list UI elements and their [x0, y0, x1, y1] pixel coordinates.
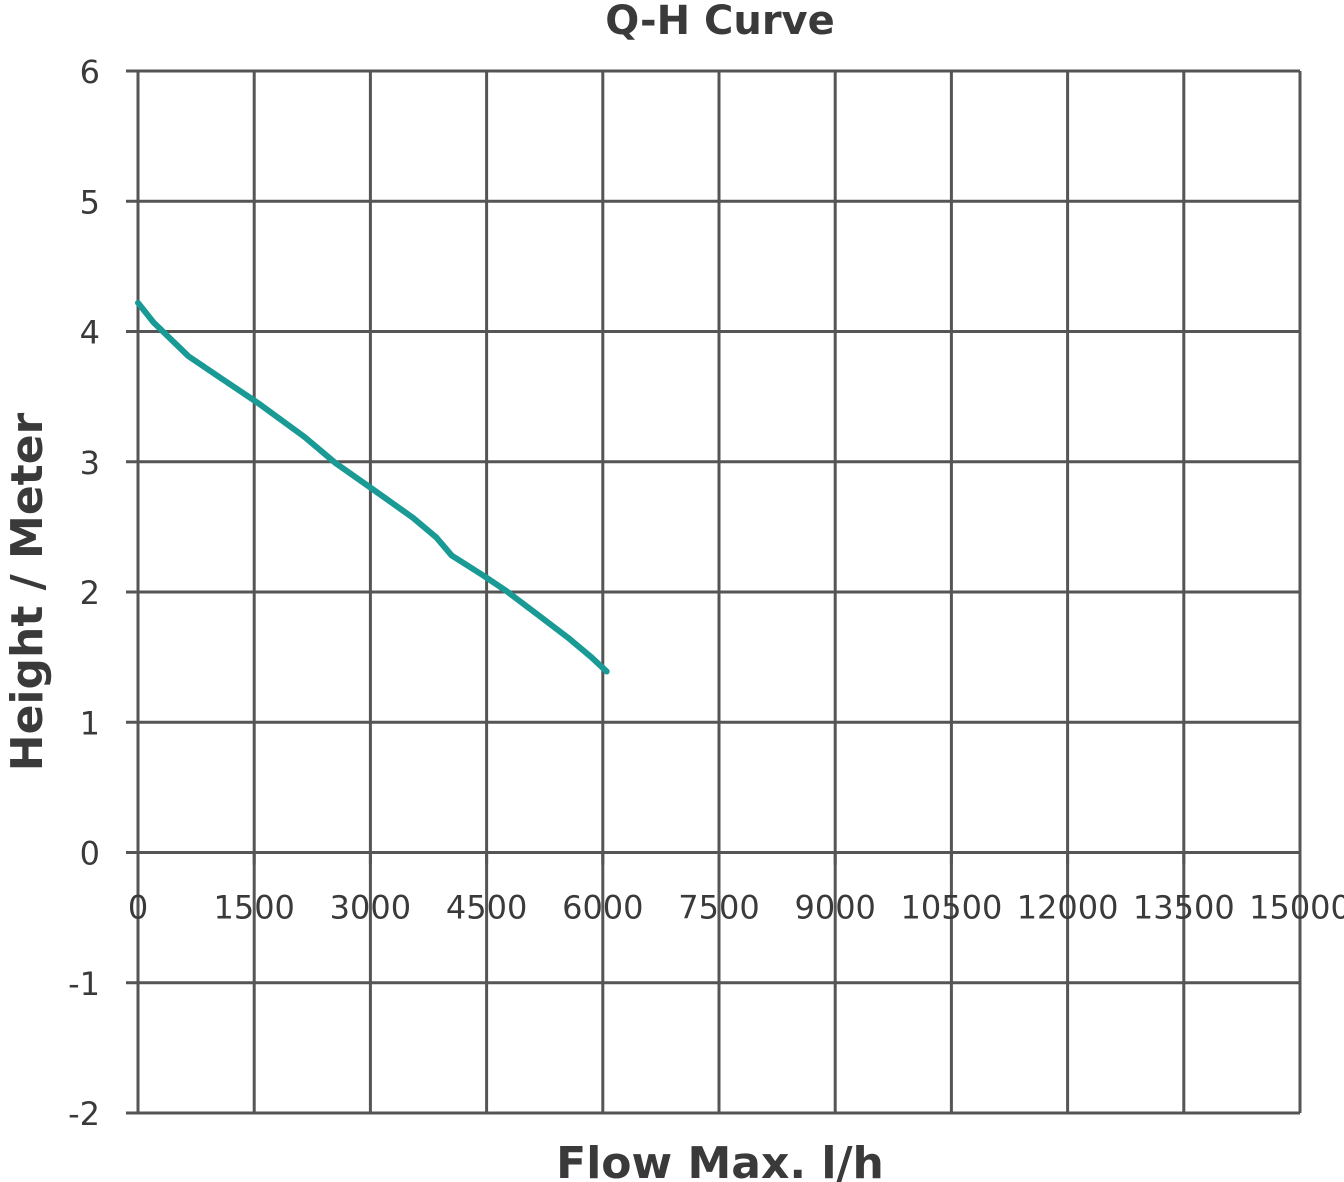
y-tick-label: 6 — [80, 53, 100, 91]
axis-ticks: 0 1500 3000 4500 6000 7500 9000 10500 12000 13500… — [68, 53, 1344, 1133]
series-line — [135, 299, 610, 675]
x-tick-label: 10500 — [901, 889, 1003, 927]
y-tick-label: 4 — [80, 314, 100, 352]
x-tick-label: 4500 — [446, 889, 527, 927]
x-tick-label: 9000 — [794, 889, 875, 927]
series-layer — [135, 299, 610, 675]
x-tick-label: 12000 — [1017, 889, 1119, 927]
x-tick-label: 3000 — [330, 889, 411, 927]
plot-grid — [136, 69, 1302, 1115]
x-axis-title: Flow Max. l/h — [556, 1138, 884, 1182]
x-tick-label: 0 — [128, 889, 148, 927]
y-tick-label: 2 — [80, 574, 100, 612]
x-tick-label: 6000 — [562, 889, 643, 927]
y-tick-label: -2 — [68, 1095, 100, 1133]
x-tick-label: 15000 — [1249, 889, 1344, 927]
y-tick-label: 1 — [80, 704, 100, 742]
y-axis-title: Height / Meter — [2, 412, 53, 771]
x-tick-label: 7500 — [678, 889, 759, 927]
y-tick-label: 5 — [80, 183, 100, 221]
y-tick-label: -1 — [68, 965, 100, 1003]
y-tick-label: 3 — [80, 444, 100, 482]
x-tick-label: 13500 — [1133, 889, 1235, 927]
x-tick-label: 1500 — [213, 889, 294, 927]
chart-title: Q-H Curve — [605, 0, 835, 44]
y-tick-label: 0 — [80, 835, 100, 873]
